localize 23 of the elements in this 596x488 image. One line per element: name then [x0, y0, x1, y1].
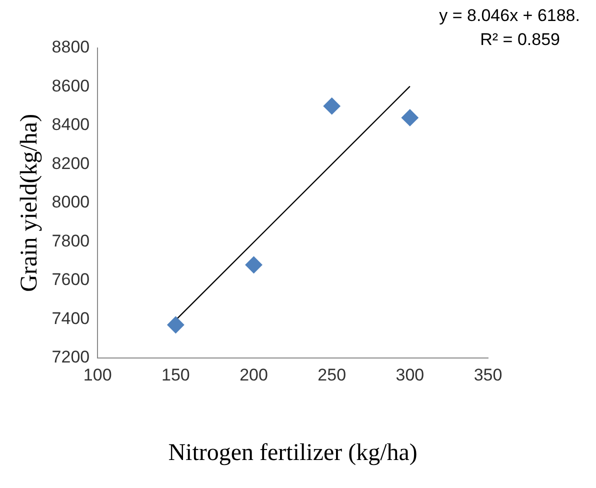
x-tick-label: 250	[318, 366, 346, 385]
y-tick-label: 8800	[52, 38, 90, 57]
y-tick-label: 8600	[52, 76, 90, 96]
point	[167, 316, 184, 334]
y-tick-label: 8400	[52, 115, 90, 134]
point	[245, 256, 262, 274]
y-tick-label: 7600	[52, 270, 90, 290]
x-tick-label: 300	[396, 366, 424, 385]
point	[401, 109, 418, 126]
y-tick-label: 8200	[52, 154, 90, 173]
y-tick-label: 8000	[52, 192, 90, 212]
x-tick-label: 100	[83, 366, 112, 385]
y-tick-label: 7200	[52, 347, 90, 366]
x-axis-title: Nitrogen fertilizer (kg/ha)	[168, 440, 418, 466]
x-tick-label: 350	[474, 366, 502, 385]
annotation: R² = 0.859	[480, 30, 560, 50]
y-tick-label: 7400	[52, 308, 90, 328]
point	[323, 98, 340, 115]
y-tick-label: 7800	[52, 231, 90, 250]
x-tick-label: 200	[240, 366, 268, 385]
text: y = 8.046x + 6188.	[439, 6, 580, 26]
x-tick-label: 150	[162, 366, 190, 385]
y-axis-title: Grain yield(kg/ha)	[16, 114, 43, 292]
